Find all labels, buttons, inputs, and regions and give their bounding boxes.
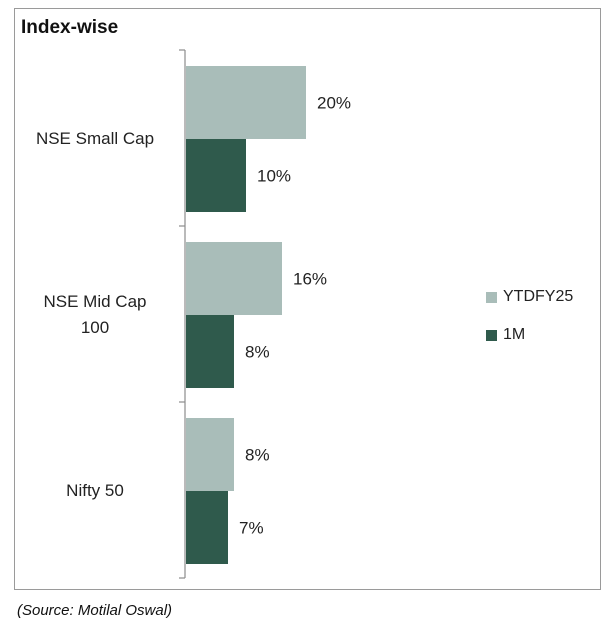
bar-ytdfy25-1 bbox=[186, 242, 282, 315]
category-label-line: NSE Mid Cap bbox=[43, 292, 147, 311]
legend-label-ytdfy25: YTDFY25 bbox=[503, 288, 574, 305]
category-label-line: Nifty 50 bbox=[66, 481, 124, 500]
category-label-line: 100 bbox=[80, 318, 110, 337]
data-label-ytdfy25-0: 20% bbox=[317, 94, 351, 113]
category-label-line: NSE Small Cap bbox=[35, 129, 155, 148]
data-label-ytdfy25-2: 8% bbox=[245, 446, 270, 465]
category-label-1: NSE Mid Cap 100 bbox=[20, 289, 170, 341]
legend-item-1m: 1M bbox=[486, 326, 525, 344]
chart-title: Index-wise bbox=[21, 17, 119, 38]
legend-label-1m: 1M bbox=[503, 326, 526, 343]
bar-1m-0 bbox=[186, 139, 246, 212]
bar-ytdfy25-2 bbox=[186, 418, 234, 491]
bar-1m-2 bbox=[186, 491, 228, 564]
data-label-1m-0: 10% bbox=[257, 167, 291, 186]
category-label-2: Nifty 50 bbox=[20, 478, 170, 504]
category-label-0: NSE Small Cap bbox=[20, 126, 170, 152]
chart-frame bbox=[14, 8, 601, 590]
data-label-1m-1: 8% bbox=[245, 343, 270, 362]
data-label-1m-2: 7% bbox=[239, 519, 264, 538]
bar-ytdfy25-0 bbox=[186, 66, 306, 139]
source-note: (Source: Motilal Oswal) bbox=[17, 602, 173, 619]
bar-1m-1 bbox=[186, 315, 234, 388]
legend-swatch-1m bbox=[486, 329, 497, 341]
legend-item-ytdfy25: YTDFY25 bbox=[486, 288, 573, 306]
legend-swatch-ytdfy25 bbox=[486, 291, 497, 303]
data-label-ytdfy25-1: 16% bbox=[293, 270, 327, 289]
